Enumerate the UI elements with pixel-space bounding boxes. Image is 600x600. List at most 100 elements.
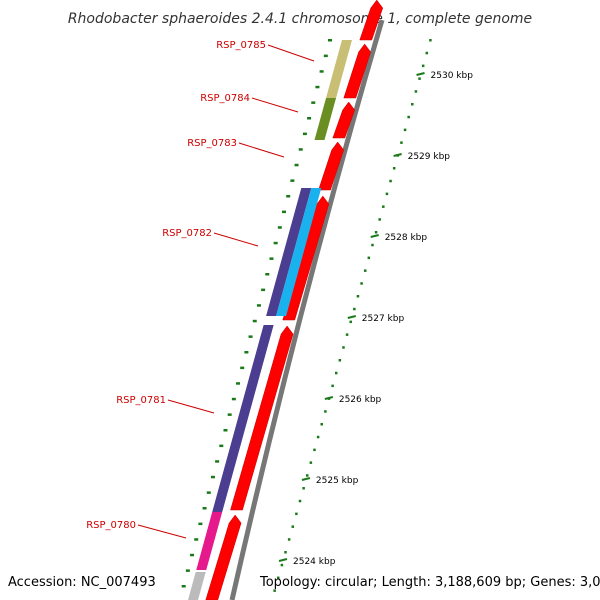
scale-dot [392, 167, 396, 170]
kbp-scale: 2524 kbp 2525 kbp 2526 kbp 2527 kbp 2528 kbp… [278, 71, 474, 567]
scale-dot [407, 115, 410, 119]
gene-edge-dot [210, 475, 215, 479]
major-tick [347, 315, 357, 319]
gene-edge-dot [277, 226, 282, 229]
gene-edge-dot [190, 553, 195, 557]
cds-arrow [359, 0, 384, 41]
gene-edge-dot [236, 382, 241, 385]
scale-dot [418, 77, 421, 80]
gene-bar [196, 512, 223, 570]
scale-dot [331, 384, 334, 388]
scale-dot [363, 269, 367, 272]
gene-edge-dot [227, 413, 232, 416]
cds-arrow [332, 101, 355, 139]
scale-dot [320, 423, 323, 426]
gene-edge-dot [298, 148, 303, 151]
major-tick [370, 234, 379, 238]
scale-dot [291, 525, 295, 528]
scale-dot [313, 448, 316, 452]
scale-dot [425, 51, 429, 55]
scale-dot [429, 39, 432, 42]
gene-bar [314, 98, 337, 140]
kbp-tick-label: 2529 kbp [408, 152, 451, 162]
kbp-tick-label: 2530 kbp [431, 71, 474, 81]
scale-dot [382, 205, 385, 208]
label-leader-line [251, 97, 299, 113]
scale-dot [371, 243, 374, 247]
cds-arrow [343, 43, 371, 99]
gene-edge-dot [181, 585, 186, 588]
gene-edge-dot [240, 366, 245, 370]
gene-label: RSP_0781 [116, 395, 166, 406]
scale-dot [411, 103, 414, 106]
scale-dot [345, 333, 349, 336]
scale-dot [353, 307, 356, 311]
scale-dot [400, 141, 403, 144]
gene-edge-dot [286, 195, 291, 198]
scale-dot [421, 64, 425, 68]
major-tick [301, 477, 311, 481]
major-tick [393, 153, 402, 157]
gene-edge-dot [294, 163, 299, 167]
scale-dot [273, 589, 276, 592]
gene-edge-dot [290, 179, 295, 182]
scale-dot [360, 282, 363, 285]
cds-arrow [318, 141, 344, 191]
scale-dot [309, 461, 313, 464]
scale-dot [305, 474, 309, 477]
scale-dot [316, 435, 320, 439]
gene-edge-dot [244, 351, 249, 354]
gene-label: RSP_0783 [187, 138, 237, 149]
cds-arrow [230, 325, 294, 511]
scale-dot [342, 346, 345, 349]
gene-bar [266, 188, 312, 316]
scale-dot [374, 231, 378, 234]
label-leader-line [137, 524, 187, 539]
scale-dot [349, 320, 352, 324]
scale-dot [284, 551, 287, 554]
gene-edge-dot [323, 54, 328, 58]
accession-text: Accession: NC_007493 [8, 575, 156, 590]
scale-dot [338, 359, 342, 362]
gene-edge-dot [302, 132, 307, 136]
map-title: Rhodobacter sphaeroides 2.4.1 chromosome… [68, 11, 532, 27]
label-leader-line [167, 399, 215, 414]
gene-edge-dot [282, 210, 287, 214]
gene-edge-dot [269, 257, 274, 260]
gene-feature-track [188, 40, 352, 600]
scale-dot [334, 371, 338, 375]
gene-label: RSP_0782 [162, 228, 212, 239]
scale-dot [403, 128, 407, 132]
gene-bar [326, 40, 352, 98]
scale-dot [389, 179, 392, 183]
scale-dot [277, 576, 280, 580]
kbp-tick-label: 2527 kbp [362, 314, 405, 324]
gene-label: RSP_0780 [86, 520, 136, 531]
gene-edge-dot [185, 569, 190, 572]
scale-dot [367, 256, 371, 260]
gene-edge-dot [206, 491, 211, 494]
scale-dot [298, 499, 302, 503]
major-tick [278, 558, 288, 562]
gene-edge-dot [256, 304, 261, 307]
gene-bar-unlabeled [188, 572, 206, 600]
gene-edge-dot [252, 319, 257, 323]
gene-edge-dot [223, 429, 228, 432]
scale-dot [385, 192, 389, 196]
gene-label: RSP_0785 [216, 40, 266, 51]
gene-edge-dot [248, 335, 253, 338]
gene-edge-dot [215, 460, 220, 463]
kbp-tick-label: 2525 kbp [316, 476, 359, 486]
gene-edge-dot [315, 85, 320, 89]
scale-dot [378, 218, 381, 221]
scale-dot [324, 410, 327, 413]
gene-edge-dot [311, 101, 316, 104]
label-leader-line [238, 142, 285, 158]
cds-arrow [205, 514, 242, 600]
scale-dot [287, 538, 291, 541]
gene-edge-dot [194, 538, 199, 541]
gene-labels: RSP_0780 RSP_0781 RSP_0782 RSP_0783 RSP_0784… [86, 40, 315, 539]
cds-track [205, 0, 384, 600]
scale-dot [356, 295, 360, 298]
gene-edge-dot [319, 70, 324, 73]
